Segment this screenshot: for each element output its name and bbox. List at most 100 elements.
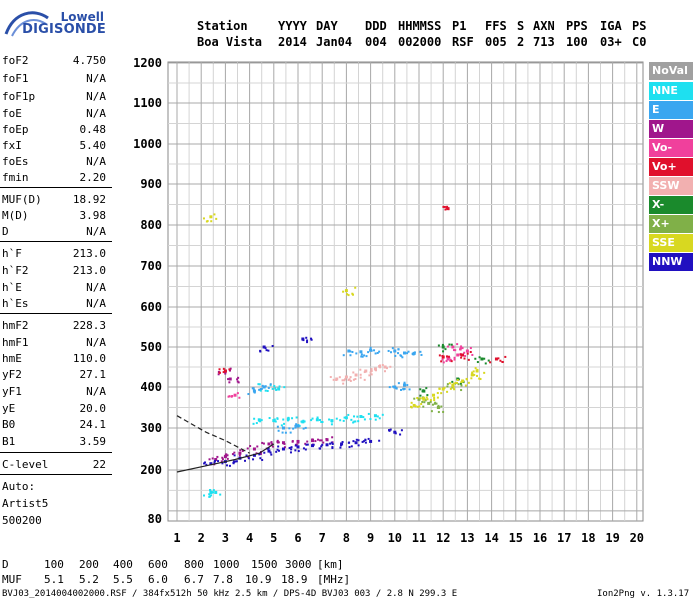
- data-point: [441, 343, 444, 346]
- data-point: [391, 347, 394, 350]
- legend-item-e: E: [649, 101, 693, 119]
- param-row: h`E N/A: [0, 281, 110, 296]
- data-point: [438, 406, 441, 409]
- data-point: [379, 365, 382, 368]
- x-tick-label: 13: [460, 531, 474, 545]
- data-point: [469, 347, 472, 350]
- data-point: [284, 431, 287, 434]
- data-point: [294, 444, 297, 447]
- data-point: [231, 394, 234, 397]
- data-point: [402, 383, 406, 387]
- data-point: [393, 385, 397, 389]
- data-point: [269, 451, 272, 454]
- data-point: [395, 387, 398, 390]
- series-voplus: [218, 205, 507, 374]
- data-point: [226, 454, 229, 457]
- profile-line-dashed: [176, 415, 250, 454]
- param-row: foE N/A: [0, 107, 110, 122]
- data-point: [359, 368, 362, 371]
- data-point: [443, 386, 446, 389]
- data-point: [432, 393, 436, 397]
- data-point: [476, 374, 479, 377]
- data-point: [259, 350, 262, 353]
- data-point: [403, 387, 406, 390]
- data-point: [402, 351, 406, 355]
- data-point: [456, 343, 459, 346]
- data-point: [387, 349, 390, 352]
- series-ssw: [329, 363, 392, 385]
- muf-value: 7.8: [213, 573, 233, 586]
- data-point: [364, 438, 367, 441]
- hdr-value-station: Boa Vista: [197, 35, 263, 49]
- data-point: [321, 421, 324, 424]
- param-value: N/A: [86, 107, 106, 120]
- data-point: [437, 344, 440, 347]
- data-point: [306, 443, 309, 446]
- data-point: [277, 387, 281, 391]
- data-point: [273, 418, 276, 421]
- data-point: [347, 379, 350, 382]
- param-name: hmF2: [2, 319, 29, 332]
- hdr-value-day: Jan04: [316, 35, 353, 49]
- data-point: [369, 439, 373, 443]
- data-point: [489, 361, 492, 364]
- x-tick-label: 16: [533, 531, 547, 545]
- data-point: [436, 392, 439, 395]
- data-point: [232, 461, 235, 464]
- data-point: [467, 381, 470, 384]
- data-point: [215, 217, 218, 220]
- data-point: [421, 390, 424, 393]
- data-point: [406, 384, 409, 387]
- data-point: [388, 429, 391, 432]
- data-point: [300, 420, 303, 423]
- data-point: [208, 493, 211, 496]
- data-point: [262, 345, 266, 349]
- data-point: [438, 387, 441, 390]
- data-point: [344, 378, 347, 381]
- data-point: [443, 205, 446, 208]
- data-point: [364, 441, 367, 444]
- data-point: [257, 383, 260, 386]
- data-point: [400, 429, 403, 432]
- auto-artist: Artist5: [2, 497, 49, 510]
- data-point: [312, 443, 315, 446]
- data-point: [476, 361, 479, 364]
- data-point: [397, 348, 400, 351]
- data-point: [302, 339, 305, 342]
- data-point: [389, 428, 392, 431]
- data-point: [370, 369, 373, 372]
- data-point: [287, 416, 290, 419]
- data-point: [331, 447, 334, 450]
- hdr-label-ffs: FFS: [485, 19, 507, 33]
- data-point: [214, 490, 218, 494]
- param-row: fmin 2.20: [0, 171, 110, 186]
- data-point: [291, 417, 294, 420]
- data-point: [461, 379, 465, 383]
- x-tick-label: 10: [388, 531, 402, 545]
- data-point: [461, 353, 465, 357]
- data-point: [474, 357, 477, 360]
- data-point: [267, 447, 270, 450]
- data-point: [418, 405, 421, 408]
- param-row: hmE 110.0: [0, 352, 110, 367]
- muf-value: 5.2: [79, 573, 99, 586]
- data-point: [456, 379, 459, 382]
- data-point: [448, 343, 451, 346]
- data-point: [438, 354, 441, 357]
- data-point: [274, 387, 277, 390]
- param-divider: [0, 474, 112, 475]
- data-point: [238, 451, 242, 455]
- data-point: [325, 443, 329, 447]
- data-point: [408, 388, 411, 391]
- data-point: [459, 382, 462, 385]
- auto-code: 500200: [2, 514, 42, 527]
- data-point: [245, 454, 248, 457]
- data-point: [212, 489, 215, 492]
- data-point: [350, 445, 353, 448]
- legend-item-x-minus: X-: [649, 196, 693, 214]
- data-point: [467, 358, 470, 361]
- data-point: [348, 446, 351, 449]
- data-point: [264, 385, 267, 388]
- data-point: [433, 402, 436, 405]
- data-point: [283, 446, 286, 449]
